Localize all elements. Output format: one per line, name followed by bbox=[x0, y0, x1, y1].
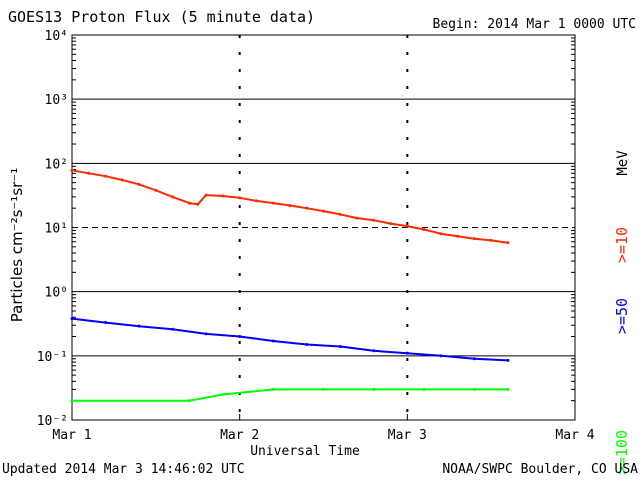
x-tick-label: Mar 1 bbox=[52, 428, 91, 443]
series-2-point bbox=[70, 399, 74, 403]
series-1-point bbox=[271, 339, 275, 343]
x-tick-label: Mar 4 bbox=[555, 428, 594, 443]
plot-area: 10⁻² 10⁻¹ 10⁰ 10¹ 10² 10³ 10⁴ Mar 1 Mar 2 Mar 3 Ma… bbox=[37, 29, 595, 443]
y-tick-label: 10⁻² bbox=[37, 414, 68, 429]
series-0-point bbox=[87, 171, 91, 175]
legend-series-50: >=50 bbox=[613, 298, 631, 334]
series-1-point bbox=[137, 324, 141, 328]
series-0-point bbox=[187, 201, 191, 205]
series-0-point bbox=[154, 188, 158, 192]
series-1-point bbox=[472, 357, 476, 361]
series-0-point bbox=[171, 195, 175, 199]
series-1-point bbox=[171, 327, 175, 331]
series-1-point bbox=[439, 354, 443, 358]
series-0-point bbox=[137, 182, 141, 186]
series-0-point bbox=[439, 232, 443, 236]
series-line-2 bbox=[72, 388, 508, 402]
series-0-point bbox=[338, 212, 342, 216]
series-1-point bbox=[338, 344, 342, 348]
series-0-point bbox=[305, 206, 309, 210]
series-0-point bbox=[422, 228, 426, 232]
series-0-point bbox=[456, 234, 460, 238]
series-0-point bbox=[506, 241, 510, 245]
series-2-point bbox=[472, 387, 476, 391]
series-line-0 bbox=[71, 169, 509, 244]
series-2-point bbox=[187, 399, 191, 403]
series-2-point bbox=[506, 387, 510, 391]
series-1-point bbox=[506, 358, 510, 362]
series-0-point bbox=[221, 194, 225, 198]
legend-series-100: >=100 bbox=[613, 430, 631, 475]
series-0-point bbox=[104, 174, 108, 178]
series-0-point bbox=[196, 202, 200, 206]
series-0-point bbox=[489, 238, 493, 242]
series-0-point bbox=[405, 224, 409, 228]
series-1-point bbox=[238, 335, 242, 339]
y-tick-label: 10¹ bbox=[45, 222, 68, 237]
series-0-point bbox=[389, 222, 393, 226]
series-0-point bbox=[322, 209, 325, 213]
series-0-point bbox=[238, 196, 242, 200]
y-tick-label: 10⁰ bbox=[45, 286, 68, 301]
series-0-point bbox=[204, 193, 208, 197]
series-1-point bbox=[405, 351, 409, 355]
series-2-point bbox=[422, 387, 426, 391]
series-0-point bbox=[288, 204, 292, 208]
series-0-point bbox=[70, 168, 74, 172]
series-2-point bbox=[372, 387, 376, 391]
series-line-1 bbox=[71, 317, 508, 362]
series-0-point bbox=[120, 178, 124, 182]
series-2-point bbox=[271, 387, 275, 391]
series-1-point bbox=[372, 349, 376, 353]
series-2-point bbox=[221, 392, 225, 396]
series-1-point bbox=[204, 332, 208, 336]
series-0-point bbox=[355, 216, 359, 220]
updated-timestamp: Updated 2014 Mar 3 14:46:02 UTC bbox=[2, 462, 245, 477]
series-2-point bbox=[322, 387, 325, 391]
x-axis-label: Universal Time bbox=[250, 444, 360, 459]
y-tick-label: 10² bbox=[45, 157, 68, 172]
chart-title: GOES13 Proton Flux (5 minute data) bbox=[8, 8, 315, 26]
begin-label: Begin: 2014 Mar 1 0000 UTC bbox=[433, 17, 637, 32]
x-tick-label: Mar 3 bbox=[388, 428, 427, 443]
series-0-point bbox=[271, 201, 275, 205]
y-tick-label: 10⁴ bbox=[45, 29, 68, 44]
series-1-point bbox=[305, 343, 309, 347]
series-1-point bbox=[104, 321, 108, 325]
x-tick-label: Mar 2 bbox=[220, 428, 259, 443]
credit-label: NOAA/SWPC Boulder, CO USA bbox=[442, 462, 638, 477]
y-tick-label: 10³ bbox=[45, 93, 68, 108]
series-0-point bbox=[254, 199, 258, 203]
legend-units: MeV bbox=[615, 150, 631, 176]
series-1-point bbox=[70, 317, 74, 321]
legend-series-10: >=10 bbox=[613, 227, 631, 263]
y-axis-label: Particles cm⁻²s⁻¹sr⁻¹ bbox=[8, 168, 26, 322]
series-0-point bbox=[372, 218, 376, 222]
y-tick-label: 10⁻¹ bbox=[37, 350, 68, 365]
series-0-point bbox=[472, 237, 476, 241]
